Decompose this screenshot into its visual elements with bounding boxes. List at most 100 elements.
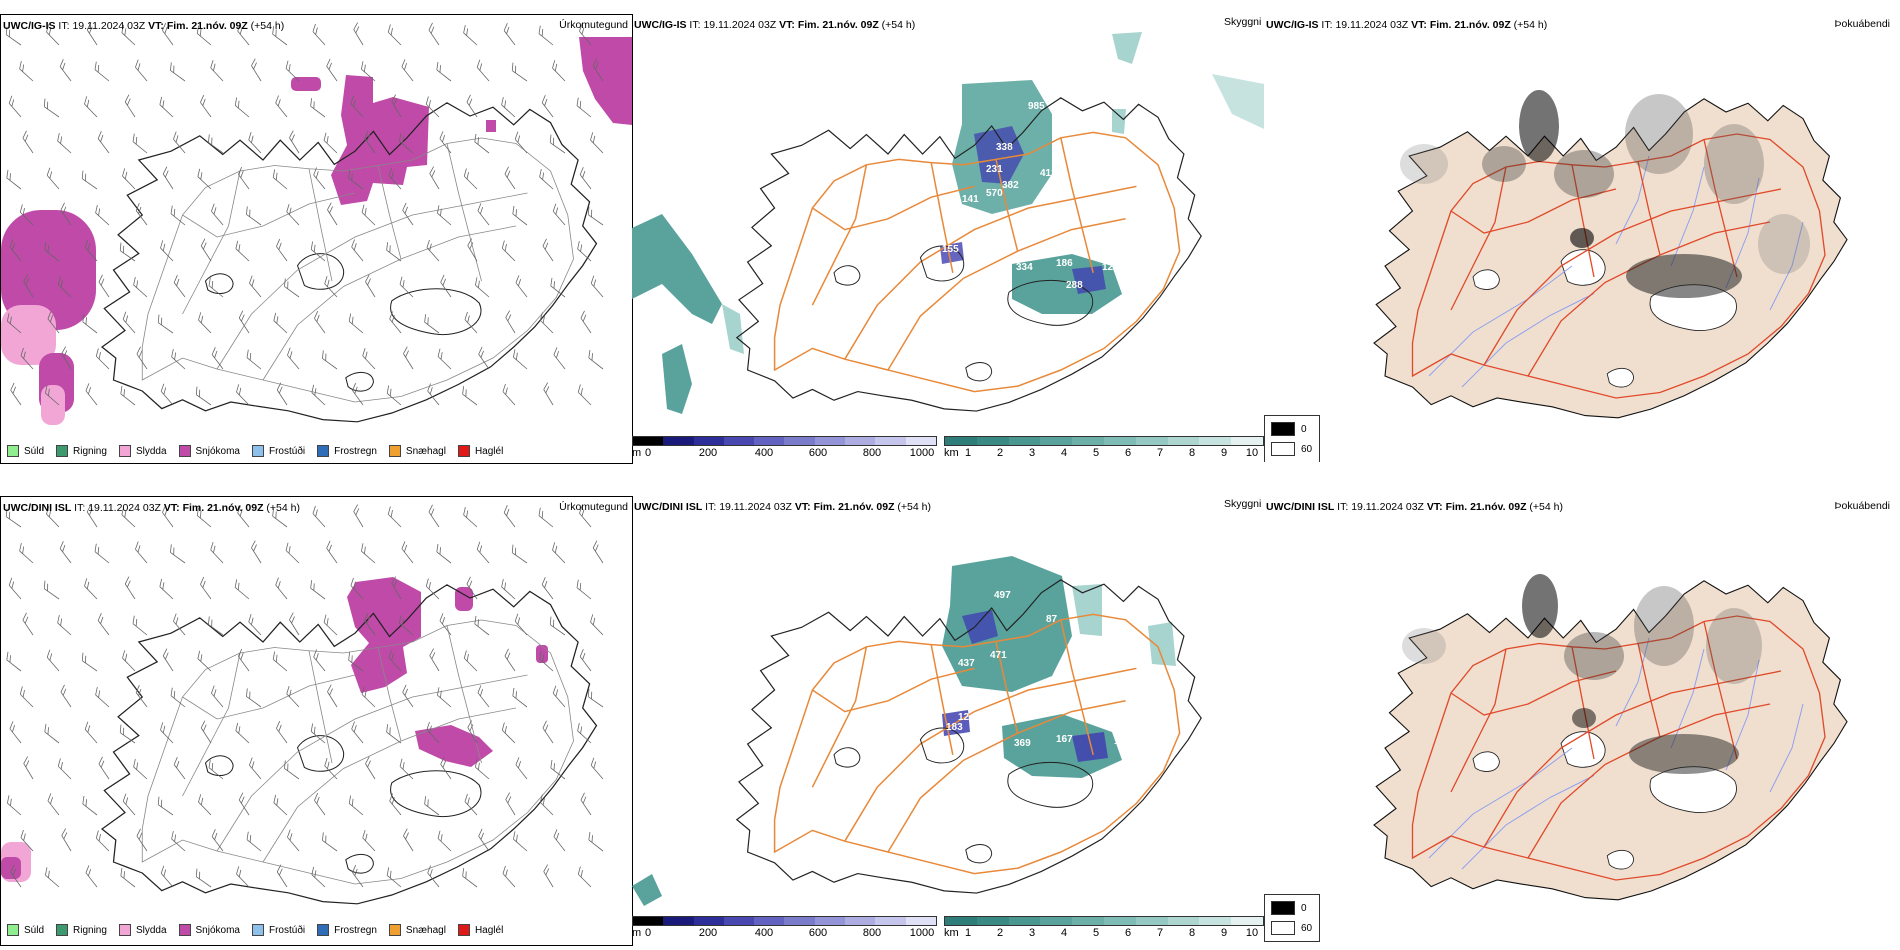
panel-parameter: Úrkomutegund <box>559 501 628 513</box>
cloud-base-labels: 985 338 231 382 570 141 413 155 186 334 … <box>942 101 1119 291</box>
wind-barb <box>45 385 60 406</box>
tick-label: 800 <box>862 927 882 939</box>
wind-barb <box>579 649 592 672</box>
vt-value: Fim. 21.nóv. 09Z <box>813 501 895 513</box>
map-label: 413 <box>1040 168 1057 179</box>
cloud-base-unit: m <box>632 927 642 939</box>
wind-barb <box>590 275 604 298</box>
wind-barb <box>57 614 72 636</box>
wind-barb <box>211 829 224 852</box>
legend-label: Snjókoma <box>195 924 240 936</box>
wind-barb <box>95 348 110 370</box>
colorbar-cell <box>1008 437 1041 445</box>
tick-label: 400 <box>754 447 774 459</box>
fog-legend-swatch <box>1271 442 1295 456</box>
wind-barb <box>248 614 262 636</box>
tick-label: 10 <box>1245 927 1259 939</box>
fog-map <box>1373 90 1848 419</box>
wind-barb <box>237 23 250 46</box>
visibility-unit: km <box>944 447 959 459</box>
colorbar-cell <box>1072 917 1104 925</box>
wind-barb <box>592 58 604 82</box>
wind-barb <box>162 166 174 190</box>
sleet-area-west <box>1 305 56 365</box>
wind-barb <box>43 98 60 118</box>
wind-barb <box>81 652 98 672</box>
wind-barb <box>135 685 148 708</box>
wind-barb <box>477 203 490 226</box>
legend-item: Frostúði <box>251 445 305 457</box>
wind-barb <box>122 650 136 672</box>
wind-barb <box>437 205 452 226</box>
wind-barb <box>246 831 262 852</box>
wind-barb <box>426 721 440 744</box>
wind-barb <box>501 240 516 262</box>
legend-swatch <box>251 924 264 936</box>
wind-barb <box>170 62 186 82</box>
colorbar-cell <box>1231 917 1263 925</box>
tick-label: 5 <box>1092 447 1100 459</box>
wind-barb <box>386 867 402 888</box>
wind-barb <box>515 275 528 298</box>
wind-barb <box>361 543 376 564</box>
colorbar-cell <box>663 437 694 445</box>
wind-barb <box>246 206 262 226</box>
visibility-colorbar: km 1 2 3 4 5 6 7 8 9 10 <box>944 916 1264 940</box>
wind-barbs <box>5 22 604 406</box>
colorbar-cell <box>1167 917 1200 925</box>
colorbar-cell <box>723 917 755 925</box>
legend-item: Haglél <box>457 445 503 457</box>
wind-barb <box>501 578 516 600</box>
wind-barb <box>436 61 452 82</box>
wind-barb <box>399 133 414 154</box>
legend-swatch <box>7 924 19 936</box>
wind-barb <box>81 170 98 190</box>
wind-barb <box>23 756 34 780</box>
visibility-map: 497 437 471 87 183 12 369 167 163 <box>632 556 1202 906</box>
wind-barb <box>391 576 402 600</box>
legend-item: Rigning <box>56 924 107 936</box>
visibility-strip <box>944 916 1264 926</box>
cloud-base-area-north <box>974 126 1024 184</box>
wind-barb <box>549 134 566 154</box>
map-label: 123 <box>1102 262 1119 273</box>
tick-label: 1000 <box>909 927 935 939</box>
wind-barb <box>120 385 136 406</box>
wind-barb <box>389 311 402 334</box>
wind-barb <box>579 505 592 528</box>
fog-patch <box>1564 632 1624 680</box>
tick-label: 10 <box>1245 447 1259 459</box>
wind-barb <box>120 867 136 888</box>
wind-barb <box>238 792 250 816</box>
tick-label: 4 <box>1060 927 1068 939</box>
tick-label: 800 <box>862 447 882 459</box>
cloud-base-unit: m <box>632 447 642 459</box>
colorbar-cell <box>976 437 1009 445</box>
legend-swatch <box>388 924 401 936</box>
wind-barb <box>463 24 478 46</box>
wind-barb <box>365 756 376 780</box>
colorbar-cell <box>1135 437 1168 445</box>
tick-label: 5 <box>1092 927 1100 939</box>
wind-barb <box>273 312 288 334</box>
wind-barb <box>428 504 440 528</box>
wind-barb <box>276 864 288 888</box>
wind-barb <box>577 722 592 744</box>
wind-barb <box>122 793 136 816</box>
wind-barb <box>475 277 490 298</box>
tick-label: 3 <box>1028 927 1036 939</box>
wind-barb <box>211 685 224 708</box>
tick-label: 9 <box>1220 927 1228 939</box>
wind-barb <box>310 580 326 600</box>
wind-barb <box>85 865 98 888</box>
panel-parameter: Skyggni <box>1224 16 1262 28</box>
colorbar-cell <box>784 917 815 925</box>
legend-swatch <box>457 924 470 936</box>
map-label: 163 <box>1114 736 1131 747</box>
wind-barb <box>286 204 300 226</box>
wind-barb <box>236 866 250 888</box>
wind-barb <box>9 239 22 262</box>
tick-label: 9 <box>1220 447 1228 459</box>
wind-barb <box>550 759 566 780</box>
wind-barb <box>543 382 554 406</box>
